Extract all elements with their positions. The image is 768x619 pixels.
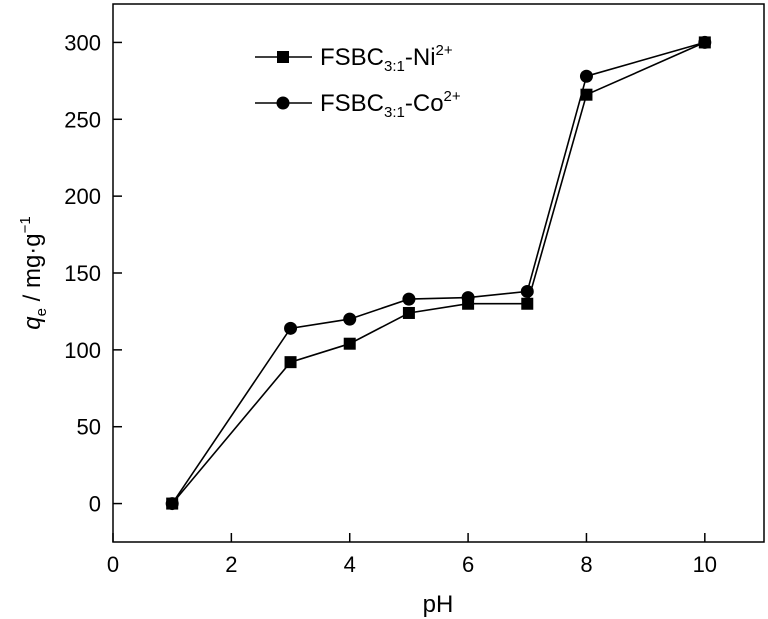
data-point-ni xyxy=(402,306,415,319)
y-tick-label: 300 xyxy=(64,30,101,55)
x-tick-label: 0 xyxy=(107,552,119,577)
data-point-ni xyxy=(521,297,534,310)
x-axis-title: pH xyxy=(423,591,454,618)
x-tick-label: 8 xyxy=(580,552,592,577)
series-line-ni xyxy=(171,41,706,505)
legend-label-co: FSBC3:1-Co2+ xyxy=(320,88,461,121)
y-axis-title-main: q xyxy=(19,316,46,330)
y-axis-title-sub: e xyxy=(33,308,50,316)
data-point-co xyxy=(284,321,298,335)
legend-marker-ni xyxy=(277,51,289,63)
y-tick-label: 150 xyxy=(64,261,101,286)
x-tick-label: 2 xyxy=(225,552,237,577)
y-tick-label: 0 xyxy=(89,492,101,517)
data-point-co xyxy=(165,497,179,511)
data-point-ni xyxy=(343,337,356,350)
legend-co-ion: -Co xyxy=(405,90,444,117)
legend-ni-ion: -Ni xyxy=(405,44,436,71)
series-line-co xyxy=(171,41,706,505)
series-layer xyxy=(165,35,712,511)
legend-label-ni: FSBC3:1-Ni2+ xyxy=(320,42,453,75)
y-axis-title-sup: −1 xyxy=(17,216,34,233)
data-point-ni xyxy=(284,356,297,369)
data-point-co xyxy=(579,69,593,83)
y-tick-label: 250 xyxy=(64,107,101,132)
data-point-co xyxy=(520,284,534,298)
data-point-co xyxy=(402,292,416,306)
y-tick-label: 200 xyxy=(64,184,101,209)
data-point-co xyxy=(343,312,357,326)
y-axis-title: qe / mg·g−1 xyxy=(17,216,50,330)
legend-entry-ni: FSBC3:1-Ni2+ xyxy=(255,42,453,75)
plot-frame xyxy=(112,3,765,543)
y-tick-label: 100 xyxy=(64,338,101,363)
y-tick-label: 50 xyxy=(77,415,101,440)
x-axis: 0 2 4 6 8 10 xyxy=(107,533,717,577)
legend-co-prefix: FSBC xyxy=(320,90,384,117)
legend-entry-co: FSBC3:1-Co2+ xyxy=(255,88,461,121)
series-co xyxy=(165,35,712,511)
x-tick-label: 4 xyxy=(344,552,356,577)
y-axis: 0 50 100 150 200 250 300 xyxy=(64,30,122,517)
legend: FSBC3:1-Ni2+ FSBC3:1-Co2+ xyxy=(255,42,461,121)
data-point-ni xyxy=(580,88,593,101)
legend-ni-sup: 2+ xyxy=(436,42,453,59)
legend-co-sup: 2+ xyxy=(444,88,461,105)
y-axis-title-rest: / mg·g xyxy=(19,233,46,308)
x-tick-label: 10 xyxy=(693,552,717,577)
x-tick-label: 6 xyxy=(462,552,474,577)
legend-ni-sub: 3:1 xyxy=(384,58,405,75)
data-point-co xyxy=(461,291,475,305)
legend-ni-prefix: FSBC xyxy=(320,44,384,71)
legend-co-sub: 3:1 xyxy=(384,104,405,121)
data-point-co xyxy=(698,35,712,49)
legend-marker-co xyxy=(276,96,290,110)
